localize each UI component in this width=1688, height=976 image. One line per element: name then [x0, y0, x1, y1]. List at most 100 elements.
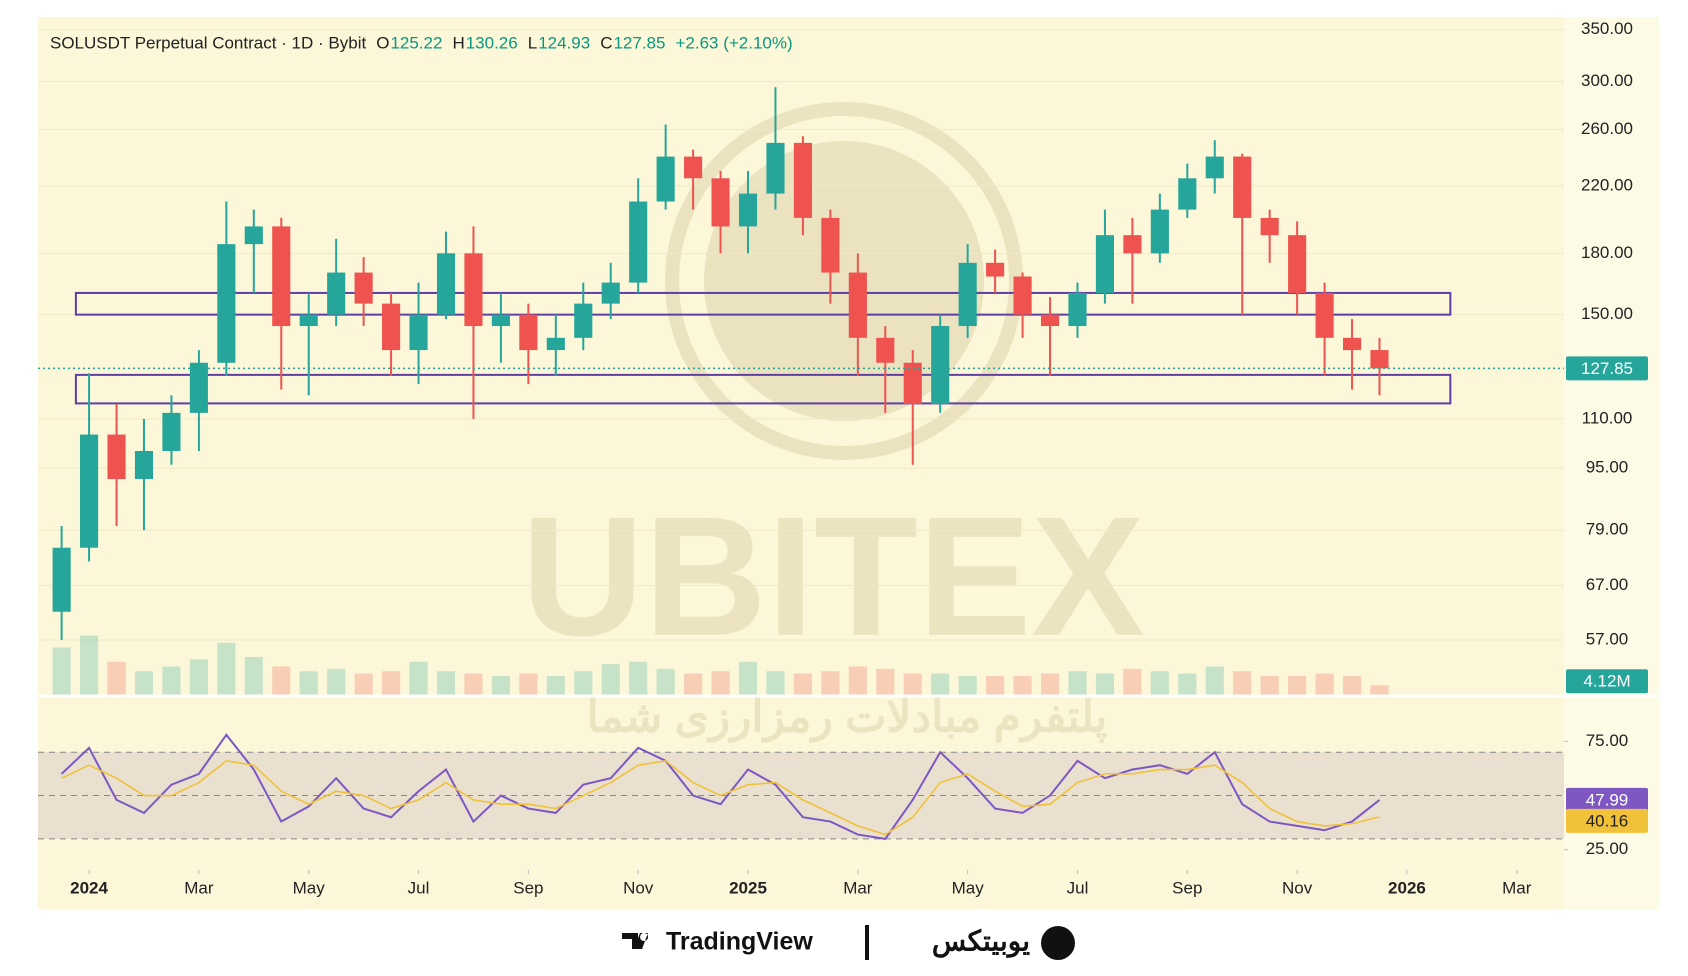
- candle-body: [107, 434, 126, 480]
- y-tick-label: 350.00: [1581, 19, 1633, 38]
- rsi-line: [60, 733, 1381, 840]
- tradingview-logo: [622, 933, 649, 949]
- x-tick-label: May: [293, 878, 326, 897]
- volume-bar: [327, 668, 346, 695]
- chart-title: SOLUSDT Perpetual Contract · 1D · Bybit: [50, 33, 366, 52]
- candle-body: [766, 142, 785, 194]
- volume-bar: [217, 642, 236, 695]
- y-tick-label: 180.00: [1581, 243, 1633, 262]
- logo-disc: [704, 141, 984, 421]
- price-tag-bg: [1566, 356, 1648, 381]
- candle-body: [684, 156, 703, 179]
- x-tick-label: Sep: [1172, 878, 1202, 897]
- candle-body: [162, 412, 181, 451]
- volume-bar: [986, 676, 1005, 695]
- y-tick-label: 25.00: [1586, 839, 1629, 858]
- y-tick-label: 67.00: [1586, 575, 1629, 594]
- tv-icon: [622, 933, 649, 949]
- x-tick-label: Nov: [1282, 878, 1313, 897]
- x-tick-label: Jul: [408, 878, 430, 897]
- volume-bar: [299, 671, 318, 695]
- candle-body: [52, 547, 71, 612]
- candle-body: [1178, 178, 1197, 210]
- candle-body: [436, 253, 456, 315]
- volume-bar: [1205, 666, 1224, 695]
- footer-logo: [1041, 926, 1075, 960]
- candle-body: [1068, 292, 1087, 327]
- volume-bar: [958, 676, 977, 695]
- candle-body: [299, 314, 318, 327]
- zone: [74, 373, 1452, 405]
- price-scale-area: [1564, 17, 1659, 909]
- price-tag: 127.85: [1581, 359, 1633, 378]
- x-tick-label: 2026: [1388, 878, 1426, 897]
- volume-bar: [1288, 676, 1307, 695]
- volume-bar: [711, 671, 730, 695]
- candle-body: [1370, 350, 1389, 369]
- volume-bar: [382, 671, 401, 695]
- volume-bar: [793, 673, 812, 695]
- candle-body: [711, 178, 730, 227]
- volume-bar: [134, 671, 154, 695]
- ohlc-key: O: [376, 33, 389, 52]
- candle-body: [986, 262, 1005, 277]
- candle-body: [656, 156, 675, 202]
- volume-bar: [272, 666, 291, 695]
- candle-body: [821, 217, 840, 273]
- candle-body: [382, 303, 401, 351]
- volume-bar: [848, 666, 867, 695]
- volume-bar: [1150, 671, 1169, 695]
- candle-body: [134, 450, 154, 480]
- volume-bar: [354, 673, 373, 695]
- candle-body: [217, 244, 236, 363]
- candle-body: [876, 337, 895, 363]
- volume-bar: [574, 671, 593, 695]
- x-tick-label: Sep: [513, 878, 543, 897]
- volume-bar: [52, 647, 71, 695]
- candle-body: [1150, 209, 1169, 254]
- candle-body: [601, 282, 620, 304]
- volume-bar: [491, 676, 510, 695]
- volume-bar: [1068, 671, 1087, 695]
- volume-bar: [1178, 673, 1197, 695]
- volume-bar: [601, 664, 620, 695]
- ohlc-value: 127.85: [613, 33, 665, 52]
- ohlc-value: 125.22: [390, 33, 442, 52]
- volume-bar: [629, 661, 648, 695]
- volume-bar: [409, 661, 428, 695]
- candle-body: [848, 272, 867, 338]
- zone: [74, 291, 1452, 316]
- candle-body: [1233, 156, 1252, 218]
- volume-bar: [1040, 673, 1060, 695]
- candle-body: [931, 326, 950, 404]
- candle-body: [738, 193, 758, 227]
- volume-bar: [656, 668, 675, 695]
- volume-bar: [1260, 676, 1279, 695]
- volume-bar: [931, 673, 950, 695]
- volume-bar: [107, 661, 126, 695]
- ohlc-key: C: [600, 33, 612, 52]
- volume-bar: [1342, 676, 1362, 695]
- x-tick-label: 2025: [729, 878, 767, 897]
- volume-bar: [1095, 673, 1114, 695]
- candle-body: [958, 262, 977, 327]
- volume-bar: [1315, 673, 1334, 695]
- candle-body: [272, 226, 291, 327]
- volume-bar: [80, 635, 99, 695]
- watermark: UBITEX: [521, 482, 1144, 672]
- ohlc-value: 124.93: [538, 33, 590, 52]
- x-tick-label: Nov: [623, 878, 654, 897]
- candle-body: [1040, 314, 1060, 327]
- candle-body: [409, 314, 428, 351]
- candle-body: [519, 314, 538, 351]
- header: SOLUSDT Perpetual Contract · 1D · Bybit O…: [50, 33, 793, 52]
- x-tick-label: May: [952, 878, 985, 897]
- candle-body: [1315, 292, 1334, 338]
- price-tag-bg: [1566, 808, 1648, 833]
- x-tick-label: 2024: [70, 878, 108, 897]
- volume-bar: [436, 671, 456, 695]
- x-tick-label: Mar: [1502, 878, 1532, 897]
- ohlc-key: H: [452, 33, 464, 52]
- watermark-subtitle: پلتفرم مبادلات رمزارزی شما: [587, 693, 1108, 744]
